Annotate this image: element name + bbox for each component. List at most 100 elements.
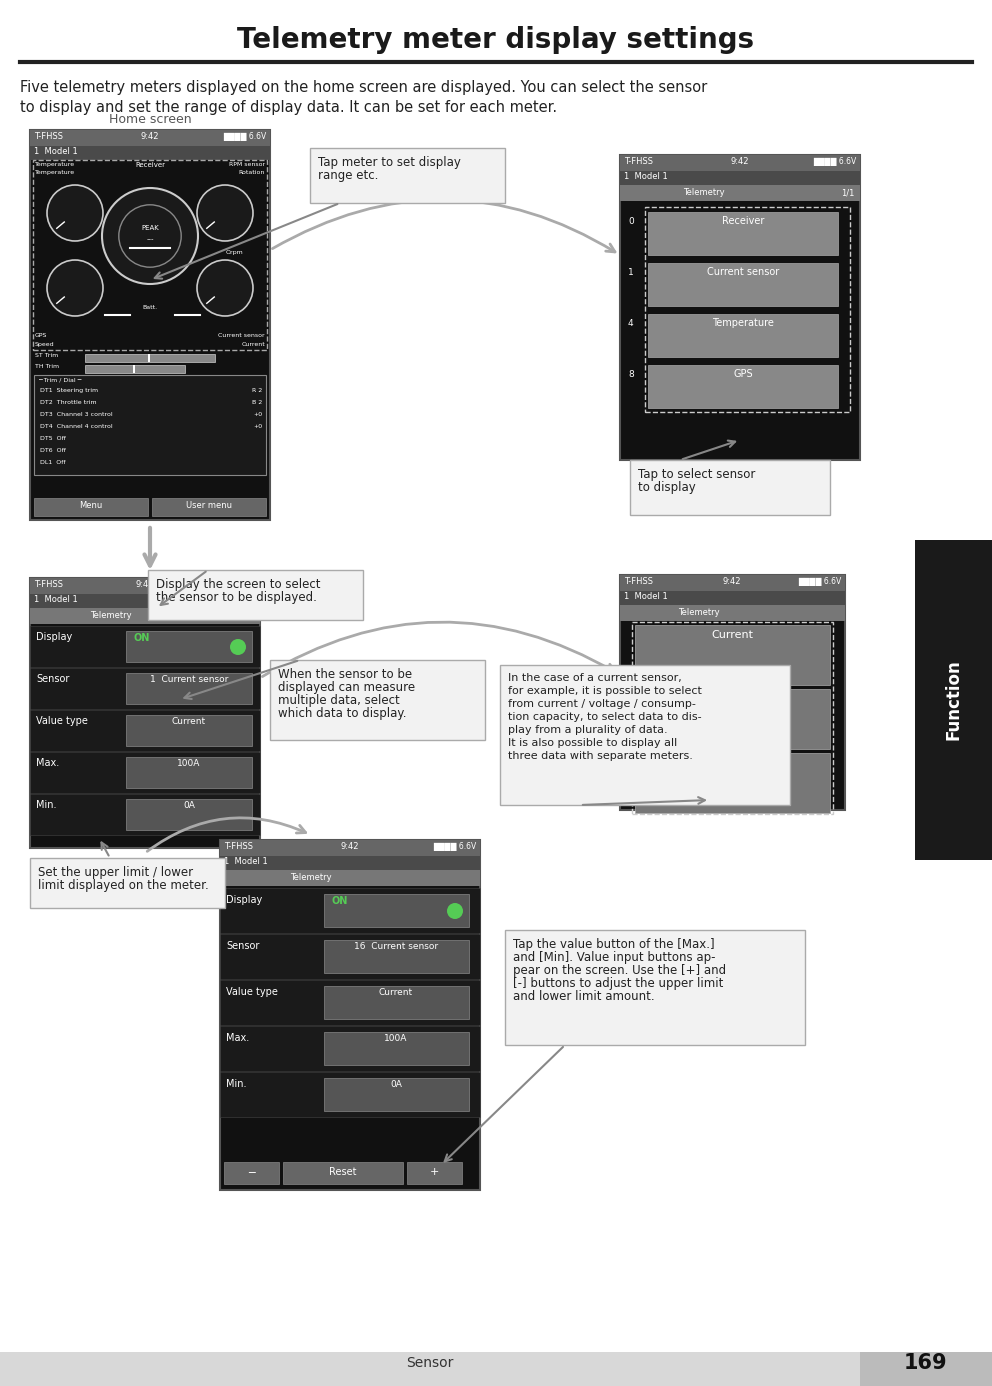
Text: Tap the value button of the [Max.]: Tap the value button of the [Max.] bbox=[513, 938, 714, 951]
Text: Telemetry: Telemetry bbox=[291, 873, 331, 881]
Bar bbox=[505, 930, 805, 1045]
Text: T-FHSS: T-FHSS bbox=[224, 843, 253, 851]
Text: 1  Model 1: 1 Model 1 bbox=[224, 857, 268, 866]
Bar bbox=[85, 353, 215, 362]
Bar bbox=[620, 606, 845, 621]
Bar bbox=[85, 365, 185, 373]
Text: Current: Current bbox=[172, 717, 206, 726]
Bar bbox=[30, 858, 225, 908]
Text: 100A: 100A bbox=[178, 760, 200, 768]
Bar bbox=[148, 570, 363, 620]
Text: +0: +0 bbox=[253, 424, 262, 430]
Bar bbox=[148, 353, 150, 362]
Bar bbox=[220, 1026, 480, 1071]
Text: DT5  Off: DT5 Off bbox=[40, 437, 65, 441]
Text: Receiver: Receiver bbox=[135, 162, 165, 168]
Text: 9:42: 9:42 bbox=[136, 579, 154, 589]
Bar bbox=[220, 857, 480, 870]
Text: T-FHSS: T-FHSS bbox=[34, 579, 63, 589]
Text: Voltage: Voltage bbox=[711, 694, 753, 704]
Text: It is also possible to display all: It is also possible to display all bbox=[508, 737, 678, 748]
Bar bbox=[645, 207, 850, 412]
Bar bbox=[30, 595, 260, 608]
Text: T-FHSS: T-FHSS bbox=[624, 157, 653, 166]
Text: Display: Display bbox=[36, 632, 72, 642]
Text: for example, it is possible to select: for example, it is possible to select bbox=[508, 686, 702, 696]
Text: 9:42: 9:42 bbox=[141, 132, 160, 141]
Text: GPS: GPS bbox=[35, 333, 48, 338]
Text: 169: 169 bbox=[904, 1353, 947, 1374]
Circle shape bbox=[47, 184, 103, 241]
Text: 8: 8 bbox=[628, 370, 634, 378]
Circle shape bbox=[447, 904, 463, 919]
Text: Tap meter to set display: Tap meter to set display bbox=[318, 157, 461, 169]
Text: T-FHSS: T-FHSS bbox=[34, 132, 63, 141]
Text: Home screen: Home screen bbox=[109, 114, 191, 126]
Bar bbox=[620, 575, 845, 590]
Text: Current sensor: Current sensor bbox=[707, 267, 779, 277]
Bar bbox=[635, 689, 830, 748]
Text: Capacity: Capacity bbox=[707, 758, 756, 768]
Bar bbox=[632, 622, 833, 814]
Text: Sensor: Sensor bbox=[407, 1356, 453, 1369]
Text: Tap to select sensor: Tap to select sensor bbox=[638, 468, 755, 481]
Bar bbox=[620, 575, 845, 809]
Text: 1: 1 bbox=[628, 267, 634, 277]
Text: Temperature: Temperature bbox=[712, 317, 774, 328]
Text: +: + bbox=[430, 1167, 438, 1177]
Text: Current: Current bbox=[379, 988, 413, 997]
Text: When the sensor to be: When the sensor to be bbox=[278, 668, 412, 681]
Bar bbox=[152, 498, 266, 516]
Bar bbox=[500, 665, 790, 805]
Text: three data with separate meters.: three data with separate meters. bbox=[508, 751, 692, 761]
Bar bbox=[224, 1161, 279, 1184]
Text: 9:42: 9:42 bbox=[731, 157, 749, 166]
Text: ████ 6.6V: ████ 6.6V bbox=[223, 132, 266, 141]
Text: range etc.: range etc. bbox=[318, 169, 378, 182]
Text: 9:42: 9:42 bbox=[723, 577, 741, 586]
Text: multiple data, select: multiple data, select bbox=[278, 694, 400, 707]
Bar bbox=[30, 668, 260, 710]
Text: Batt.: Batt. bbox=[143, 305, 158, 310]
Bar bbox=[324, 985, 469, 1019]
Bar bbox=[324, 1033, 469, 1064]
Bar bbox=[630, 460, 830, 516]
Bar bbox=[0, 1351, 860, 1386]
Bar bbox=[220, 980, 480, 1026]
Text: 1  Model 1: 1 Model 1 bbox=[34, 147, 77, 157]
Text: Max.: Max. bbox=[226, 1033, 249, 1044]
Text: DT3  Channel 3 control: DT3 Channel 3 control bbox=[40, 412, 113, 417]
Text: 1/1: 1/1 bbox=[840, 188, 854, 197]
Text: Telemetry meter display settings: Telemetry meter display settings bbox=[237, 26, 755, 54]
Text: Menu: Menu bbox=[79, 500, 102, 510]
Text: Value type: Value type bbox=[226, 987, 278, 997]
Bar bbox=[270, 660, 485, 740]
Text: to display: to display bbox=[638, 481, 695, 493]
Bar bbox=[30, 146, 270, 159]
Bar bbox=[635, 753, 830, 814]
Bar bbox=[126, 757, 252, 789]
Text: 9:42: 9:42 bbox=[340, 843, 359, 851]
Bar bbox=[30, 578, 260, 595]
Bar bbox=[324, 940, 469, 973]
Circle shape bbox=[197, 184, 253, 241]
Text: ─: ─ bbox=[248, 1167, 254, 1177]
Text: Min.: Min. bbox=[36, 800, 57, 809]
Text: ON: ON bbox=[134, 633, 151, 643]
Bar bbox=[324, 894, 469, 927]
Bar bbox=[620, 184, 860, 201]
Bar bbox=[648, 263, 838, 306]
Bar bbox=[30, 130, 270, 520]
Text: ST Trim: ST Trim bbox=[35, 353, 59, 358]
Text: R 2: R 2 bbox=[252, 388, 262, 394]
Bar bbox=[30, 130, 270, 146]
Bar bbox=[126, 798, 252, 830]
Bar bbox=[30, 710, 260, 751]
Text: 16  Current sensor: 16 Current sensor bbox=[354, 942, 438, 951]
Text: pear on the screen. Use the [+] and: pear on the screen. Use the [+] and bbox=[513, 965, 726, 977]
Text: displayed can measure: displayed can measure bbox=[278, 681, 415, 694]
Bar bbox=[30, 794, 260, 834]
Bar bbox=[324, 1078, 469, 1112]
Text: Telemetry: Telemetry bbox=[678, 608, 719, 617]
Text: 4: 4 bbox=[628, 319, 634, 328]
